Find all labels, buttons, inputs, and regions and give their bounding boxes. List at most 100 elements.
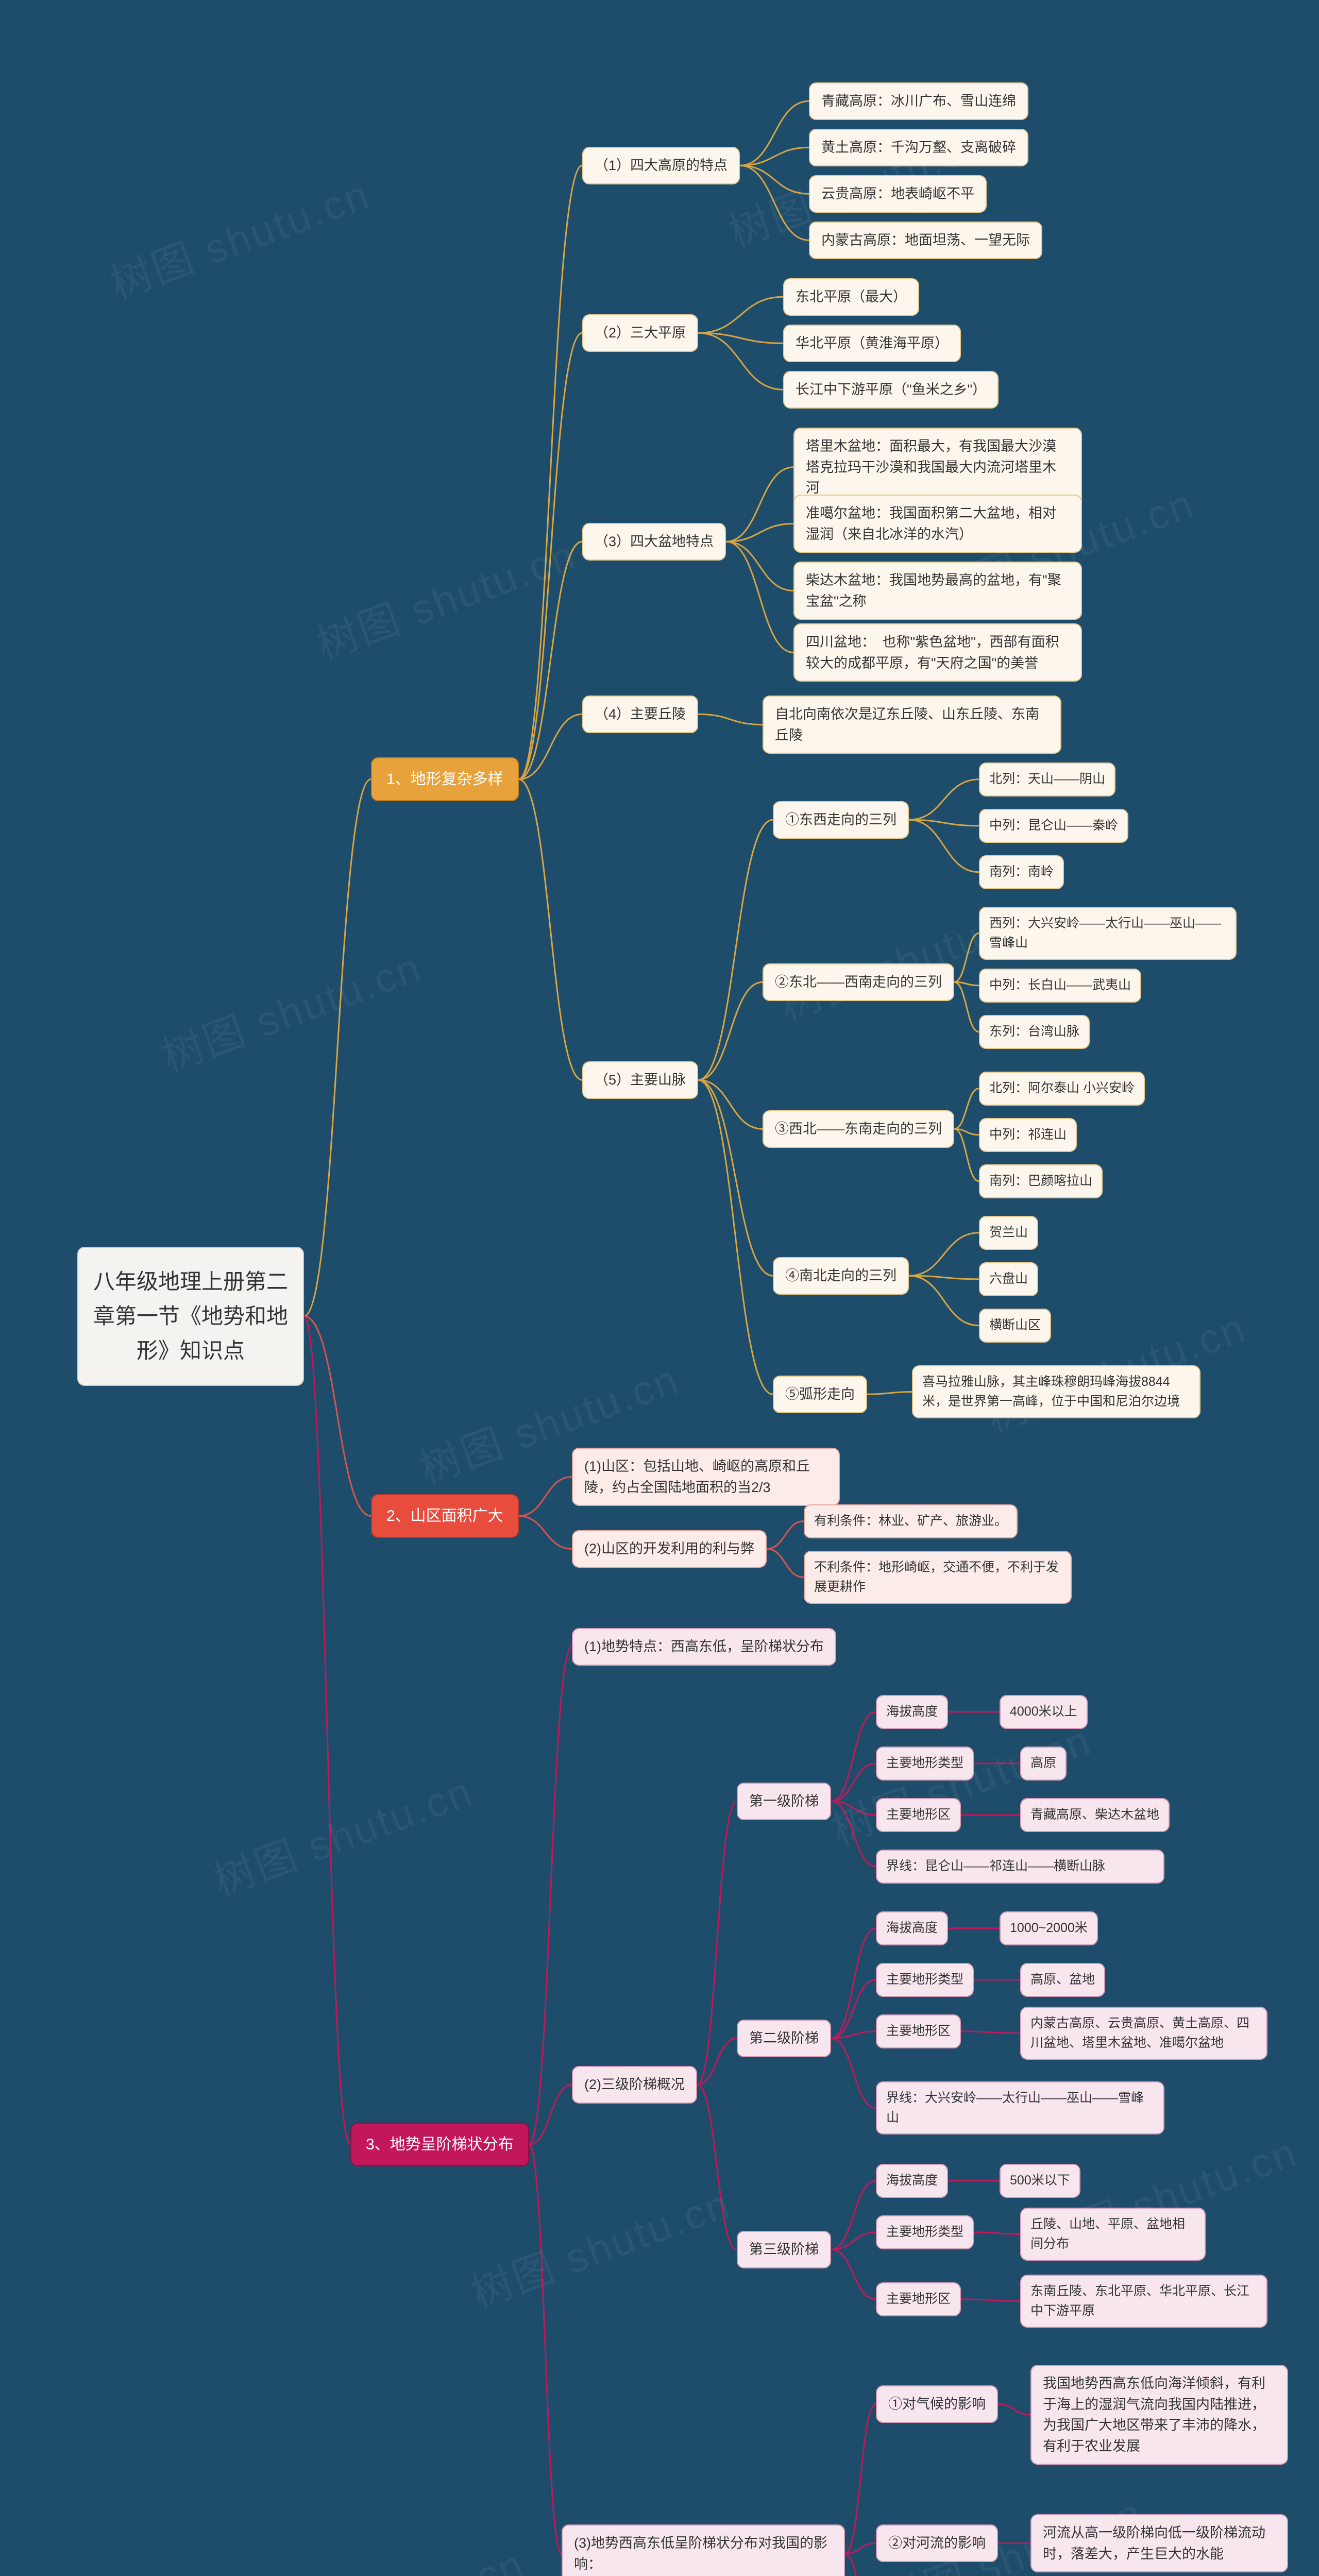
connector (519, 779, 582, 1080)
connector (697, 2084, 737, 2249)
connector (831, 2181, 876, 2250)
connector (304, 1316, 371, 1516)
mindmap-node-b1_2: （2）三大平原 (582, 314, 698, 352)
connector (831, 1980, 876, 2039)
watermark: 树图 shutu.cn (204, 1758, 480, 1908)
connector (740, 165, 809, 240)
mindmap-node-b1_5_2: ②东北——西南走向的三列 (763, 963, 954, 1001)
mindmap-node-b3_2_3_3a: 主要地形区 (876, 2282, 961, 2316)
mindmap-node-b1_5: （5）主要山脉 (582, 1061, 698, 1099)
connector (831, 2031, 876, 2039)
mindmap-node-b1_2_2: 华北平原（黄淮海平原） (783, 325, 961, 362)
mindmap-node-b1_5_1_3: 南列：南岭 (979, 855, 1064, 889)
connector (740, 147, 809, 165)
connector (698, 333, 783, 343)
connector (697, 2038, 737, 2084)
mindmap-node-b3_2_2: 第二级阶梯 (737, 2020, 831, 2057)
connector (519, 165, 582, 779)
connector (831, 1928, 876, 2039)
watermark: 树图 shutu.cn (256, 2531, 532, 2576)
mindmap-node-b1_5_4: ④南北走向的三列 (773, 1257, 909, 1295)
connector (519, 1516, 572, 1549)
connector (845, 2543, 876, 2553)
connector (954, 1089, 979, 1129)
connector (698, 1080, 773, 1394)
connector (954, 982, 979, 986)
mindmap-node-b3_2_1_3a: 主要地形区 (876, 1798, 961, 1832)
mindmap-node-b3_3_1: ①对气候的影响 (876, 2385, 998, 2423)
connector (909, 820, 979, 872)
mindmap-node-b1_5_3: ③西北——东南走向的三列 (763, 1110, 954, 1148)
connector (740, 101, 809, 165)
mindmap-node-b2_2: (2)山区的开发利用的利与弊 (572, 1530, 767, 1568)
mindmap-node-b3_2_1_3b: 青藏高原、柴达木盆地 (1020, 1798, 1170, 1832)
connector (767, 1549, 804, 1577)
mindmap-node-b3_2_3_2a: 主要地形类型 (876, 2215, 974, 2249)
mindmap-node-b1_3: （3）四大盆地特点 (582, 523, 726, 561)
mindmap-node-b3_2_1_2b: 高原 (1020, 1747, 1067, 1781)
mindmap-node-b1_5_5_1: 喜马拉雅山脉，其主峰珠穆朗玛峰海拔8844米，是世界第一高峰，位于中国和尼泊尔边… (912, 1365, 1200, 1418)
mindmap-node-b1_5_2_2: 中列：长白山——武夷山 (979, 969, 1141, 1003)
connector (698, 982, 763, 1080)
mindmap-node-b3_2: (2)三级阶梯概况 (572, 2066, 697, 2104)
mindmap-node-b1_5_3_3: 南列：巴颜喀拉山 (979, 1164, 1103, 1198)
mindmap-node-b3_3_2a: 河流从高一级阶梯向低一级阶梯流动时，落差大，产生巨大的水能 (1030, 2514, 1288, 2572)
connector (831, 2038, 876, 2108)
mindmap-node-b1_1_4: 内蒙古高原：地面坦荡、一望无际 (809, 222, 1042, 259)
mindmap-node-b3_2_3_1a: 海拔高度 (876, 2164, 948, 2198)
connector (831, 1712, 876, 1802)
connector (845, 2554, 876, 2576)
watermark: 树图 shutu.cn (307, 522, 583, 671)
connector (831, 1764, 876, 1802)
connector (831, 1801, 876, 1867)
connector (698, 1080, 773, 1276)
mindmap-node-b3_3_2: ②对河流的影响 (876, 2524, 998, 2562)
connector (909, 1276, 979, 1279)
mindmap-node-b1_2_3: 长江中下游平原（"鱼米之乡"） (783, 371, 999, 409)
mindmap-node-b1_1: （1）四大高原的特点 (582, 147, 740, 184)
mindmap-node-b3_2_3_3b: 东南丘陵、东北平原、华北平原、长江中下游平原 (1020, 2275, 1267, 2328)
watermark: 树图 shutu.cn (822, 1707, 1098, 1856)
mindmap-node-b1: 1、地形复杂多样 (371, 757, 519, 801)
mindmap-node-b1_1_1: 青藏高原：冰川广布、雪山连绵 (809, 82, 1028, 120)
watermark: 树图 shutu.cn (153, 934, 429, 1083)
connector (740, 165, 809, 194)
connector (726, 524, 793, 542)
mindmap-node-b1_5_1: ①东西走向的三列 (773, 801, 909, 839)
mindmap-node-b1_5_4_2: 六盘山 (979, 1262, 1038, 1296)
connector (954, 982, 979, 1032)
connector (767, 1521, 804, 1549)
mindmap-node-b1_5_5: ⑤弧形走向 (773, 1376, 867, 1413)
connector (519, 333, 582, 779)
connector (529, 1647, 572, 2144)
connector (954, 1129, 979, 1135)
connector (831, 1801, 876, 1815)
connector (304, 779, 371, 1316)
watermark: 树图 shutu.cn (101, 161, 377, 311)
mindmap-node-b1_3_3: 柴达木盆地：我国地势最高的盆地，有"聚宝盆"之称 (793, 562, 1082, 620)
mindmap-node-b3_2_2_3a: 主要地形区 (876, 2014, 961, 2048)
connector (909, 779, 979, 820)
connector (519, 1477, 572, 1516)
mindmap-node-b1_1_2: 黄土高原：千沟万壑、支离破碎 (809, 129, 1028, 166)
mindmap-node-b1_5_4_3: 横断山区 (979, 1309, 1051, 1343)
connector (698, 820, 773, 1080)
mindmap-node-b1_5_1_2: 中列：昆仑山——秦岭 (979, 809, 1128, 843)
mindmap-node-b2_1: (1)山区：包括山地、崎岖的高原和丘陵，约占全国陆地面积的当2/3 (572, 1448, 840, 1506)
mindmap-node-b1_3_4: 四川盆地： 也称"紫色盆地"，西部有面积较大的成都平原，有"天府之国"的美誉 (793, 623, 1082, 682)
mindmap-node-b1_5_3_1: 北列：阿尔泰山 小兴安岭 (979, 1072, 1145, 1106)
mindmap-node-b1_5_2_3: 东列：台湾山脉 (979, 1015, 1090, 1049)
mindmap-node-b1_3_2: 准噶尔盆地：我国面积第二大盆地，相对湿润（来自北冰洋的水汽） (793, 495, 1082, 553)
connector (954, 934, 979, 982)
connector (998, 2404, 1030, 2415)
connector (519, 714, 582, 779)
mindmap-node-b2_2_1: 有利条件：林业、矿产、旅游业。 (804, 1504, 1018, 1538)
connector (698, 1080, 763, 1129)
connector (961, 2299, 1020, 2301)
mindmap-node-b1_5_2_1: 西列：大兴安岭——太行山——巫山——雪峰山 (979, 907, 1237, 960)
mindmap-node-b3_2_1: 第一级阶梯 (737, 1783, 831, 1820)
mindmap-node-b3_2_3_1b: 500米以下 (1000, 2164, 1080, 2198)
mindmap-node-b2: 2、山区面积广大 (371, 1494, 519, 1538)
mindmap-node-b3_2_1_1a: 海拔高度 (876, 1695, 948, 1729)
mindmap-node-b3_2_2_4: 界线：大兴安岭——太行山——巫山——雪峰山 (876, 2081, 1164, 2134)
